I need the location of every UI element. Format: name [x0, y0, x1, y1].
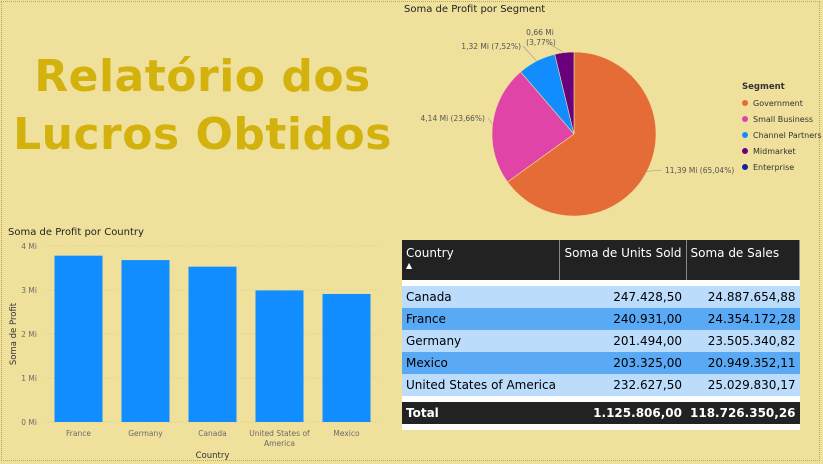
column-header-label: Soma de Sales — [690, 246, 780, 260]
cell-total-sales: 118.726.350,26 — [686, 402, 800, 424]
table-spacer — [402, 396, 800, 402]
x-tick-label: Mexico — [333, 429, 360, 438]
cell-country: Mexico — [402, 352, 560, 374]
y-tick-label: 4 Mi — [21, 242, 37, 251]
table-row[interactable]: United States of America 232.627,50 25.0… — [402, 374, 800, 396]
legend-item-midmarket[interactable]: Midmarket — [742, 143, 822, 159]
column-header-units-sold[interactable]: Soma de Units Sold — [559, 240, 687, 280]
cell-country: Germany — [402, 330, 560, 352]
legend-label: Enterprise — [753, 162, 795, 172]
legend-item-government[interactable]: Government — [742, 95, 822, 111]
cell-country: France — [402, 308, 560, 330]
legend-label: Government — [753, 98, 803, 108]
leader-line — [545, 41, 565, 53]
x-tick-label: United States of — [249, 429, 310, 438]
x-tick-label: France — [66, 429, 91, 438]
table-spacer — [402, 424, 800, 430]
cell-total-units-sold: 1.125.806,00 — [559, 402, 686, 424]
pie-slice[interactable] — [507, 51, 657, 217]
bar[interactable] — [54, 255, 103, 422]
legend-label: Small Business — [753, 114, 814, 124]
leader-line — [522, 45, 537, 62]
table-row[interactable]: France 240.931,00 24.354.172,28 — [402, 308, 800, 330]
table-total-row: Total 1.125.806,00 118.726.350,26 — [402, 402, 800, 424]
profit-by-segment-pie-chart[interactable]: 11,39 Mi (65,04%) 4,14 Mi (23,66%) 1,32 Mi… — [400, 20, 740, 220]
table-spacer — [402, 280, 800, 286]
table-row[interactable]: Germany 201.494,00 23.505.340,82 — [402, 330, 800, 352]
leader-line — [487, 117, 493, 125]
slice-data-label: 0,66 Mi — [526, 28, 554, 37]
legend-label: Midmarket — [753, 146, 796, 156]
legend-item-enterprise[interactable]: Enterprise — [742, 159, 822, 175]
sales-table: Country ▲ Soma de Units Sold Soma de Sale… — [402, 240, 801, 430]
cell-total-label: Total — [402, 402, 560, 424]
legend-marker — [742, 164, 748, 170]
bar[interactable] — [188, 266, 237, 422]
cell-units-sold: 203.325,00 — [559, 352, 686, 374]
column-header-label: Country — [406, 246, 454, 260]
pie-slice[interactable] — [554, 51, 575, 135]
y-axis-title: Soma de Profit — [9, 302, 19, 365]
cell-units-sold: 232.627,50 — [559, 374, 686, 396]
pie-chart-title: Soma de Profit por Segment — [404, 4, 546, 15]
x-tick-label: Canada — [198, 429, 227, 438]
cell-units-sold: 240.931,00 — [559, 308, 686, 330]
slice-data-label: 1,32 Mi (7,52%) — [461, 42, 521, 51]
cell-sales: 24.354.172,28 — [686, 308, 800, 330]
cell-units-sold: 201.494,00 — [559, 330, 686, 352]
legend-label: Channel Partners — [753, 130, 822, 140]
cell-sales: 23.505.340,82 — [686, 330, 800, 352]
cell-sales: 24.887.654,88 — [686, 286, 800, 308]
slice-data-label: (3,77%) — [526, 38, 556, 47]
table-row[interactable]: Mexico 203.325,00 20.949.352,11 — [402, 352, 800, 374]
column-header-label: Soma de Units Sold — [564, 246, 682, 260]
y-tick-label: 1 Mi — [21, 374, 37, 383]
slice-data-label: 4,14 Mi (23,66%) — [421, 114, 486, 123]
legend-item-channel-partners[interactable]: Channel Partners — [742, 127, 822, 143]
profit-by-country-bar-chart[interactable]: 0 Mi 1 Mi 2 Mi 3 Mi 4 Mi France Germany Canada U… — [0, 238, 395, 462]
cell-units-sold: 247.428,50 — [559, 286, 686, 308]
cell-sales: 20.949.352,11 — [686, 352, 800, 374]
report-title-line-2: Lucros Obtidos — [13, 109, 392, 160]
cell-sales: 25.029.830,17 — [686, 374, 800, 396]
column-header-sales[interactable]: Soma de Sales — [686, 240, 801, 280]
legend-item-small-business[interactable]: Small Business — [742, 111, 822, 127]
sort-ascending-icon[interactable]: ▲ — [406, 261, 413, 270]
bar[interactable] — [121, 260, 170, 422]
bar[interactable] — [255, 290, 304, 422]
column-header-country[interactable]: Country ▲ — [402, 240, 561, 280]
pie-slice[interactable] — [491, 71, 575, 183]
y-tick-label: 2 Mi — [21, 330, 37, 339]
pie-legend: Segment Government Small Business Channe… — [742, 82, 822, 175]
bar-chart-title: Soma de Profit por Country — [8, 227, 144, 238]
bar[interactable] — [322, 293, 371, 422]
y-tick-label: 3 Mi — [21, 286, 37, 295]
legend-marker — [742, 148, 748, 154]
y-tick-label: 0 Mi — [21, 418, 37, 427]
slice-data-label: 11,39 Mi (65,04%) — [665, 166, 734, 175]
legend-marker — [742, 116, 748, 122]
legend-title: Segment — [742, 82, 785, 92]
x-axis-title: Country — [196, 451, 230, 461]
x-tick-label: Germany — [128, 429, 163, 438]
legend-marker — [742, 100, 748, 106]
x-tick-label: America — [264, 439, 295, 448]
report-title: Relatório dos Lucros Obtidos — [0, 48, 405, 164]
table-row[interactable]: Canada 247.428,50 24.887.654,88 — [402, 286, 800, 308]
legend-marker — [742, 132, 748, 138]
cell-country: Canada — [402, 286, 560, 308]
report-title-line-1: Relatório dos — [34, 51, 371, 102]
leader-line — [646, 169, 663, 172]
table-header-row: Country ▲ Soma de Units Sold Soma de Sale… — [402, 240, 801, 280]
cell-country: United States of America — [402, 374, 560, 396]
